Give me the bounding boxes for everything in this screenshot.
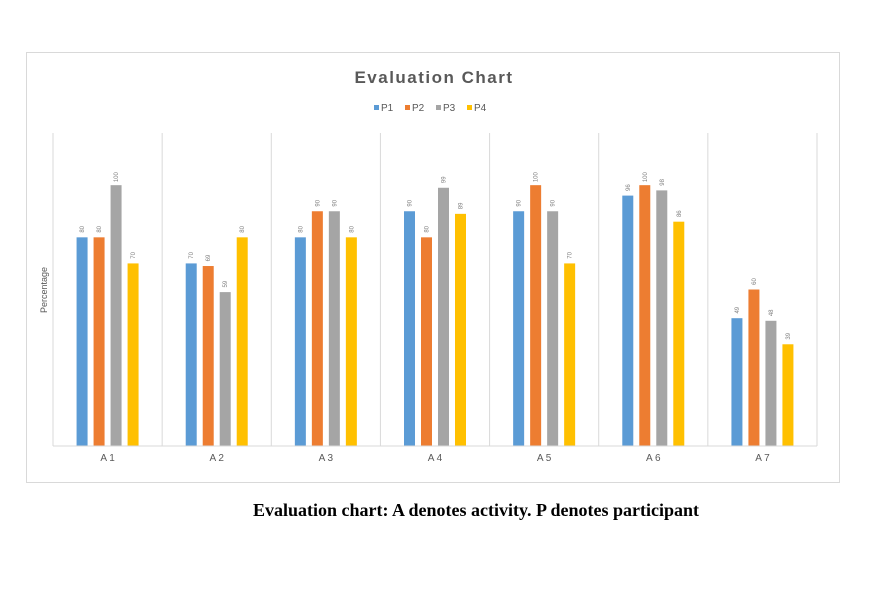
x-tick-label: A 1 — [100, 453, 115, 464]
data-label-p2-5: 100 — [534, 172, 540, 183]
bar-p3-4 — [438, 187, 449, 446]
data-label-p3-6: 98 — [660, 178, 666, 185]
legend-label-p1: P1 — [381, 103, 394, 114]
x-tick-label: A 3 — [319, 453, 334, 464]
data-label-p4-4: 89 — [459, 202, 465, 209]
bar-p1-1 — [76, 237, 88, 446]
data-label-p2-2: 69 — [206, 254, 212, 261]
bar-p1-2 — [185, 263, 197, 446]
y-axis-label: Percentage — [39, 267, 49, 313]
legend-label-p2: P2 — [412, 103, 425, 114]
data-label-p1-5: 90 — [517, 199, 523, 206]
bar-p1-4 — [404, 211, 415, 446]
data-label-p3-4: 99 — [442, 176, 448, 183]
legend-swatch-p3 — [436, 105, 441, 110]
bar-p1-7 — [731, 318, 743, 446]
legend-swatch-p1 — [374, 105, 379, 110]
chart-gridlines — [52, 133, 818, 446]
x-axis-ticks: A 1 A 2 A 3 A 4 A 5 A 6 A 7 — [100, 453, 770, 464]
bar-p4-4 — [455, 213, 466, 446]
bar-p1-5 — [513, 211, 525, 446]
data-label-p4-6: 86 — [677, 210, 683, 217]
data-label-p4-3: 80 — [349, 225, 355, 232]
data-label-p4-7: 39 — [786, 332, 792, 339]
chart-bars — [76, 185, 794, 446]
data-label-p3-5: 90 — [551, 199, 557, 206]
data-label-p1-7: 49 — [735, 306, 741, 313]
legend-swatch-p4 — [467, 105, 472, 110]
bar-p4-2 — [236, 237, 248, 446]
bar-p1-3 — [294, 237, 306, 446]
figure-caption: Evaluation chart: A denotes activity. P … — [252, 500, 699, 520]
data-label-p3-1: 100 — [114, 172, 120, 183]
bar-p3-2 — [219, 292, 231, 446]
x-tick-label: A 6 — [646, 453, 661, 464]
bar-p2-7 — [748, 289, 760, 446]
legend-swatch-p2 — [405, 105, 410, 110]
bar-p4-1 — [127, 263, 139, 446]
data-label-p2-4: 80 — [425, 225, 431, 232]
data-label-p2-6: 100 — [643, 172, 649, 183]
bar-p2-1 — [93, 237, 105, 446]
data-label-p1-6: 96 — [626, 184, 632, 191]
data-label-p3-7: 48 — [769, 309, 775, 316]
bar-p1-6 — [622, 195, 634, 446]
x-tick-label: A 4 — [428, 453, 443, 464]
data-label-p4-1: 70 — [131, 251, 137, 258]
bar-p3-5 — [547, 211, 559, 446]
bar-p3-3 — [328, 211, 340, 446]
chart-data-labels: 80 80 100 70 70 69 59 80 80 90 90 80 90 80 99 89 90 100 90… — [80, 172, 792, 340]
data-label-p4-5: 70 — [568, 251, 574, 258]
data-label-p1-4: 90 — [408, 199, 414, 206]
data-label-p3-2: 59 — [223, 280, 229, 287]
bar-p2-5 — [530, 185, 542, 446]
bar-p4-7 — [782, 344, 794, 446]
bar-p3-1 — [110, 185, 122, 446]
data-label-p2-7: 60 — [752, 278, 758, 285]
legend-label-p4: P4 — [474, 103, 487, 114]
chart-legend: P1 P2 P3 P4 — [374, 103, 487, 114]
x-tick-label: A 7 — [755, 453, 770, 464]
bar-p2-4 — [421, 237, 432, 446]
bar-p2-2 — [202, 266, 214, 446]
bar-p3-6 — [656, 190, 668, 446]
data-label-p2-1: 80 — [97, 225, 103, 232]
bar-p4-5 — [564, 263, 576, 446]
bar-p4-3 — [345, 237, 357, 446]
x-tick-label: A 5 — [537, 453, 552, 464]
data-label-p1-3: 80 — [298, 225, 304, 232]
data-label-p1-2: 70 — [189, 251, 195, 258]
chart-title: Evaluation Chart — [354, 68, 513, 87]
data-label-p4-2: 80 — [240, 225, 246, 232]
bar-p4-6 — [673, 221, 685, 446]
bar-p2-3 — [311, 211, 323, 446]
data-label-p3-3: 90 — [332, 199, 338, 206]
legend-label-p3: P3 — [443, 103, 456, 114]
bar-chart: Evaluation Chart P1 P2 P3 P4 Percentage 80 8… — [39, 68, 818, 464]
bar-p2-6 — [639, 185, 651, 446]
data-label-p1-1: 80 — [80, 225, 86, 232]
data-label-p2-3: 90 — [315, 199, 321, 206]
bar-p3-7 — [765, 320, 777, 446]
chart-frame: Evaluation Chart P1 P2 P3 P4 Percentage 80 8… — [26, 52, 840, 483]
x-tick-label: A 2 — [209, 453, 224, 464]
